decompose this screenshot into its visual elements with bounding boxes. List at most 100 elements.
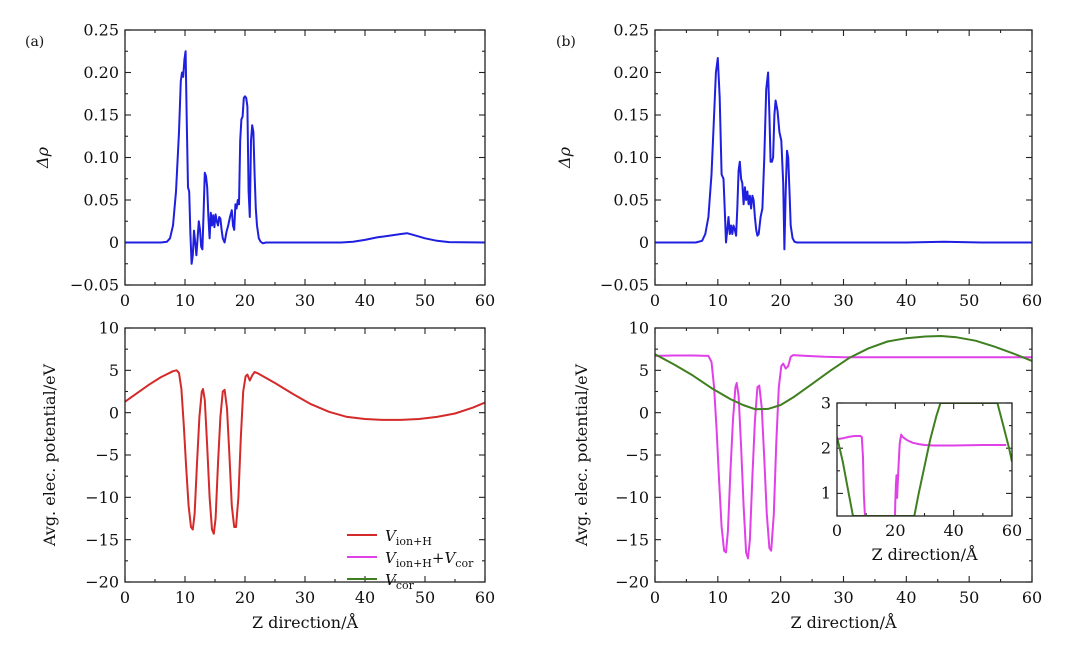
x-tick-label: 20 (885, 521, 905, 540)
x-tick-label: 40 (896, 291, 916, 310)
inset-background (837, 403, 1012, 516)
inset-chart: 0 20 40 60 1 2 3 Z direction/Å (821, 393, 1022, 564)
y-tick-label: 3 (821, 393, 831, 412)
x-tick-label: 20 (235, 588, 255, 607)
y-tick-label: 0.20 (613, 63, 649, 82)
x-tick-label: 60 (475, 291, 495, 310)
y-axis-title: Δρ (555, 146, 574, 169)
x-tick-label: 60 (1002, 521, 1022, 540)
y-tick-label: −0.05 (600, 276, 649, 295)
y-tick-label: −15 (615, 530, 649, 549)
y-tick-label: 0 (109, 403, 119, 422)
x-tick-label: 0 (120, 291, 130, 310)
x-axis-title: Z direction/Å (252, 612, 359, 632)
legend-label-sub: cor (396, 579, 415, 592)
y-tick-label: −10 (85, 488, 119, 507)
legend-label-rest: +V (432, 549, 458, 567)
x-tick-label: 0 (120, 588, 130, 607)
y-tick-label: 0.10 (83, 148, 119, 167)
y-tick-label: 0.25 (613, 21, 649, 40)
y-tick-label: 0.10 (613, 148, 649, 167)
x-tick-label: 10 (708, 588, 728, 607)
x-axis-title: Z direction/Å (790, 612, 897, 632)
plot-frame (654, 29, 1033, 286)
y-tick-label: 0.05 (613, 191, 649, 210)
y-tick-label: 1 (821, 484, 831, 503)
x-tick-label: 10 (175, 588, 195, 607)
x-tick-label: 50 (959, 291, 979, 310)
legend-label-main: V (385, 549, 398, 567)
series-line-- (655, 57, 1032, 251)
x-tick-label: 10 (708, 291, 728, 310)
y-tick-label: 5 (639, 361, 649, 380)
y-tick-label: −0.05 (70, 276, 119, 295)
x-tick-label: 40 (943, 521, 963, 540)
x-tick-label: 30 (295, 588, 315, 607)
series-line-- (125, 50, 485, 265)
legend-label: Vion+H (385, 527, 432, 548)
x-tick-label: 50 (415, 291, 435, 310)
x-tick-label: 0 (832, 521, 842, 540)
y-tick-label: −10 (615, 488, 649, 507)
x-tick-label: 40 (355, 291, 375, 310)
x-tick-label: 40 (355, 588, 375, 607)
y-tick-label: 0 (639, 233, 649, 252)
panel-label: (b) (556, 34, 576, 50)
legend-label-sub2: cor (455, 557, 474, 570)
inset-x-axis-title: Z direction/Å (871, 544, 978, 564)
y-tick-label: −20 (85, 573, 119, 592)
x-tick-label: 0 (650, 291, 660, 310)
series-line-v-cor (655, 335, 1032, 411)
x-tick-label: 30 (295, 291, 315, 310)
legend-label: Vion+H+Vcor (385, 549, 474, 570)
x-tick-label: 60 (1022, 588, 1042, 607)
y-axis-title: Avg. elec. potential/eV (40, 363, 59, 547)
y-tick-label: −20 (615, 573, 649, 592)
y-tick-label: 5 (109, 361, 119, 380)
panel-label: (a) (25, 34, 44, 50)
x-tick-label: 20 (235, 291, 255, 310)
x-tick-label: 0 (650, 588, 660, 607)
y-tick-label: 0.25 (83, 21, 119, 40)
chart-a-bottom: 0 10 20 30 40 50 60 −20 −15 −10 −5 0 5 10 Avg. elec. p… (40, 319, 495, 632)
x-tick-label: 20 (770, 291, 790, 310)
y-tick-label: 2 (821, 438, 831, 457)
y-tick-label: 10 (629, 319, 649, 338)
x-tick-label: 50 (959, 588, 979, 607)
x-tick-label: 10 (175, 291, 195, 310)
inset-series-line (837, 403, 1012, 516)
y-tick-label: 0.20 (83, 63, 119, 82)
y-tick-label: 0.15 (613, 106, 649, 125)
x-tick-label: 40 (896, 588, 916, 607)
x-tick-label: 60 (475, 588, 495, 607)
y-tick-label: −15 (85, 530, 119, 549)
inset-series-line (837, 433, 1007, 516)
y-axis-title: Δρ (33, 146, 52, 169)
series-line-v-ion-h (125, 369, 485, 535)
x-tick-label: 60 (1022, 291, 1042, 310)
chart-b-top: 0 10 20 30 40 50 60−0.0500.050.100.150.200.25Δ… (555, 21, 1042, 310)
series-line-v-ion-h-v-cor (655, 354, 1032, 560)
plot-frame (654, 327, 1033, 583)
plot-frame (124, 327, 486, 583)
y-axis-title: Avg. elec. potential/eV (572, 363, 591, 547)
legend-label-main: V (385, 571, 398, 589)
y-tick-label: 0.05 (83, 191, 119, 210)
x-tick-label: 50 (415, 588, 435, 607)
legend-label-sub: ion+H (396, 557, 432, 570)
x-tick-label: 20 (770, 588, 790, 607)
legend-label-sub: ion+H (396, 535, 432, 548)
legend-label: Vcor (385, 571, 415, 592)
y-tick-label: 0 (639, 403, 649, 422)
y-tick-label: −5 (95, 446, 119, 465)
inset-frame (836, 402, 1013, 517)
y-tick-label: 0 (109, 233, 119, 252)
x-tick-label: 30 (833, 291, 853, 310)
plot-frame (124, 29, 486, 286)
legend-label-main: V (385, 527, 398, 545)
y-tick-label: 0.15 (83, 106, 119, 125)
x-tick-label: 30 (833, 588, 853, 607)
